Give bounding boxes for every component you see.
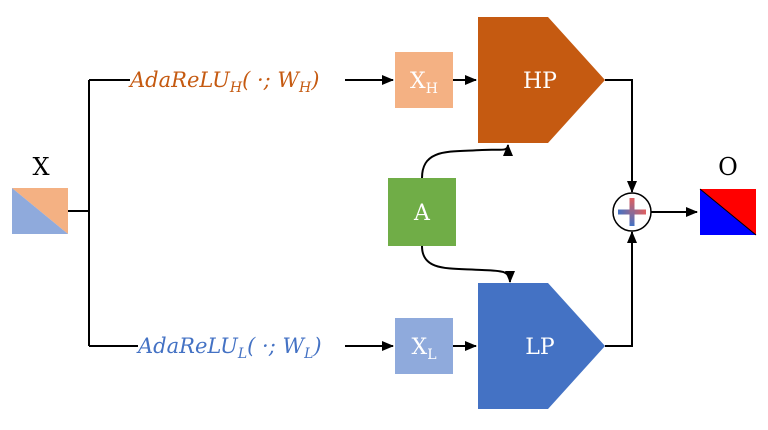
xh-node — [395, 52, 453, 108]
arrow-hp-to-sum — [605, 79, 637, 193]
lp-block — [478, 283, 605, 409]
attention-node — [388, 178, 456, 246]
plus-circle-icon — [612, 192, 652, 232]
input-split-lines — [68, 79, 138, 347]
attention-label: A — [413, 201, 431, 226]
arrow-a-to-hp — [421, 144, 513, 179]
hp-label: HP — [523, 69, 557, 94]
xh-label: XH — [410, 69, 438, 97]
lp-label: LP — [525, 335, 555, 360]
xl-node — [395, 318, 453, 374]
hp-block — [478, 17, 605, 143]
arrow-a-to-lp — [421, 245, 515, 283]
output-label: O — [718, 153, 738, 181]
xl-label: XL — [412, 335, 437, 363]
adarelu-low-label: AdaReLUL( ·; WL) — [136, 334, 322, 362]
arrow-lp-to-sum — [605, 231, 637, 347]
input-tensor — [12, 188, 68, 234]
input-label: X — [32, 153, 49, 181]
output-tensor — [699, 188, 757, 236]
adarelu-high-label: AdaReLUH( ·; WH) — [128, 68, 319, 96]
